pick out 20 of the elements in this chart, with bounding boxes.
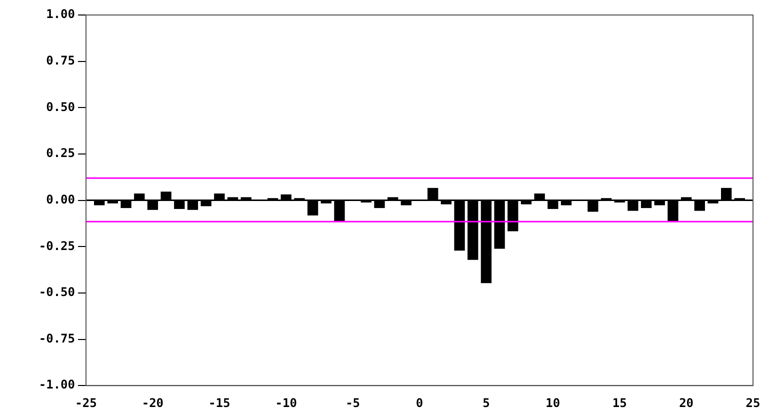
y-tick-label: 0.00 — [46, 192, 75, 206]
x-tick-label: -5 — [346, 396, 360, 410]
x-tick-label: -20 — [142, 396, 164, 410]
x-tick-label: 10 — [546, 396, 560, 410]
x-tick-label: -15 — [208, 396, 230, 410]
x-tick-label: 0 — [416, 396, 424, 410]
x-tick-label: 20 — [679, 396, 694, 410]
x-tick-label: 15 — [612, 396, 627, 410]
x-tick-label: -10 — [275, 396, 297, 410]
y-tick-label: -0.50 — [38, 285, 75, 300]
x-tick-label: 25 — [746, 396, 760, 410]
x-tick-label: 5 — [482, 396, 490, 410]
y-tick-label: 0.75 — [46, 53, 75, 68]
x-tick-label: -25 — [75, 396, 97, 410]
y-tick-label: 0.50 — [46, 100, 75, 114]
y-tick-label: 0.25 — [46, 146, 75, 160]
y-tick-label: 1.00 — [46, 7, 75, 22]
y-tick-label: -0.75 — [38, 331, 75, 346]
y-tick-label: -1.00 — [38, 378, 75, 392]
y-tick-label: -0.25 — [38, 238, 75, 253]
